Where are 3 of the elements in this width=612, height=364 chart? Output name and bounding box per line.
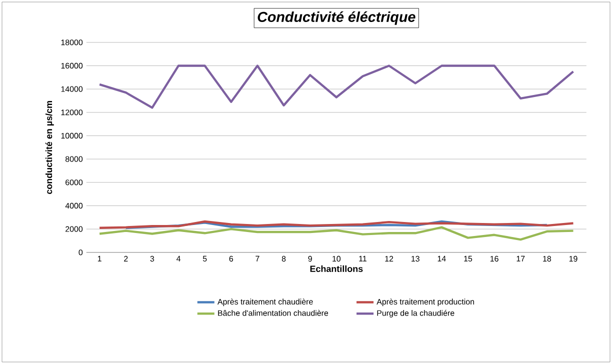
- chart-title: Conductivité éléctrique: [258, 11, 416, 25]
- y-axis-title: conductivité en µs/cm: [45, 101, 54, 194]
- x-axis-title: Echantillons: [310, 265, 363, 272]
